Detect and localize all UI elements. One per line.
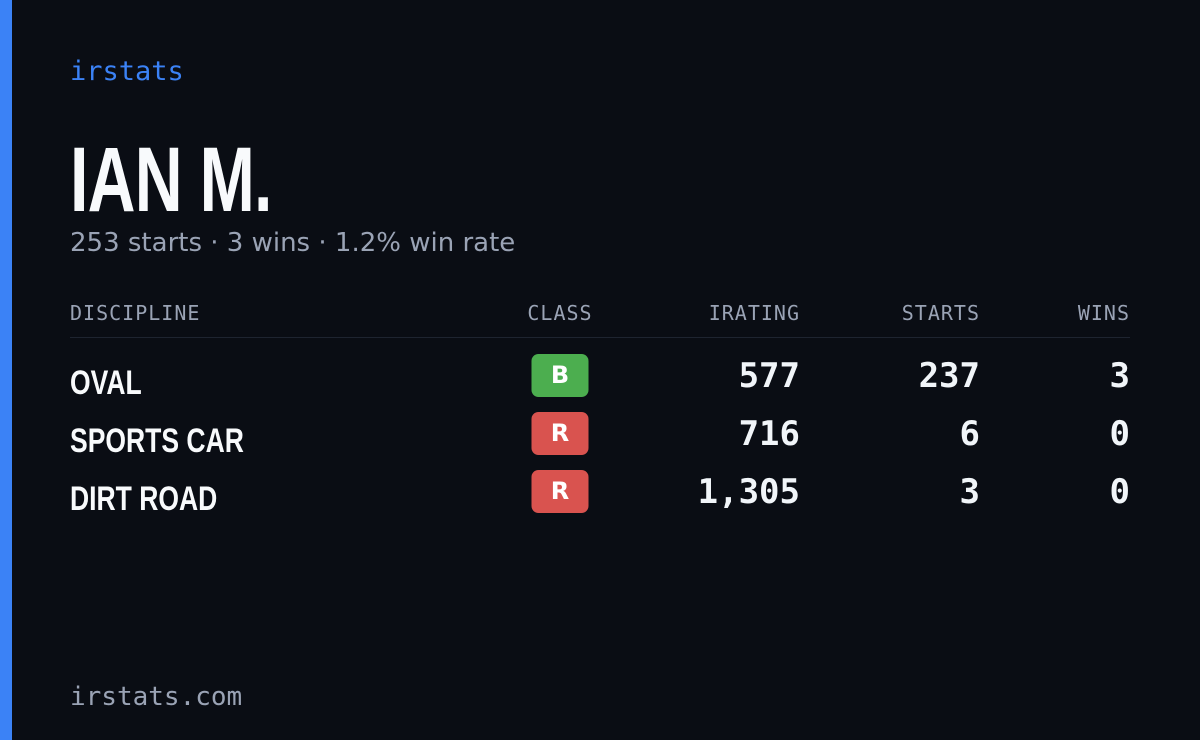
brand: irstats xyxy=(70,56,184,87)
column-header: DISCIPLINE xyxy=(70,301,201,325)
class-badge: B xyxy=(531,354,589,397)
irating: 1,305 xyxy=(697,472,800,512)
wins: 0 xyxy=(1109,472,1130,512)
column-header: STARTS xyxy=(901,301,980,325)
starts: 6 xyxy=(959,414,980,454)
header-rule xyxy=(70,337,1130,338)
starts: 3 xyxy=(959,472,980,512)
footer: irstats.com xyxy=(70,682,243,712)
column-header: IRATING xyxy=(708,301,800,325)
column-header: WINS xyxy=(1077,301,1130,325)
wins: 3 xyxy=(1109,356,1130,396)
discipline: DIRT ROAD xyxy=(70,480,218,518)
irating: 577 xyxy=(738,356,800,396)
class-badge: R xyxy=(531,412,589,455)
discipline: OVAL xyxy=(70,364,142,402)
summary: 253 starts · 3 wins · 1.2% win rate xyxy=(70,228,516,258)
driver-name: IAN M. xyxy=(70,129,272,231)
irating: 716 xyxy=(738,414,800,454)
wins: 0 xyxy=(1109,414,1130,454)
column-header: CLASS xyxy=(527,301,593,325)
class-badge: R xyxy=(531,470,589,513)
starts: 237 xyxy=(918,356,980,396)
accent-bar xyxy=(0,0,12,740)
discipline: SPORTS CAR xyxy=(70,422,244,460)
